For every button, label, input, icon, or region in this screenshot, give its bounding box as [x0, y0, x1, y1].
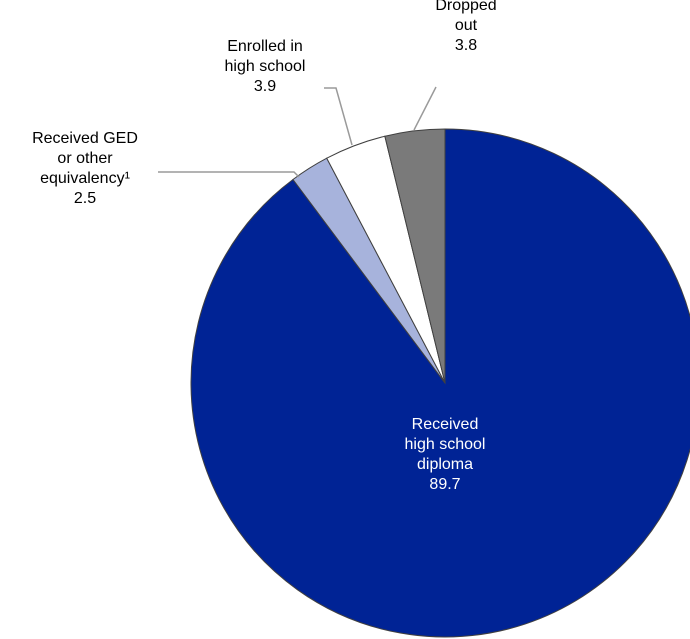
slice-value: 3.9	[254, 78, 276, 95]
slice-label-2: Received GED or other equivalency¹ 2.5	[32, 130, 138, 207]
slice-value: 89.7	[429, 476, 460, 493]
slice-value: 3.8	[455, 37, 477, 54]
slice-label-1: Received high school diploma 89.7	[405, 416, 486, 493]
slice-label-line: Dropped	[435, 0, 496, 14]
slice-label-4: Dropped out 3.8	[435, 0, 496, 54]
pie-slice-4	[384, 128, 446, 384]
leader-line-2	[158, 171, 300, 178]
slice-label-line: high school	[225, 58, 306, 75]
leader-line-3	[324, 87, 353, 146]
slice-label-line: high school	[405, 436, 486, 453]
slice-label-line: diploma	[417, 456, 473, 473]
leader-lines	[158, 86, 437, 178]
slice-labels: Received high school diploma 89.7 Received G…	[32, 0, 497, 493]
slice-value: 2.5	[74, 190, 96, 207]
slice-label-3: Enrolled in high school 3.9	[225, 38, 306, 95]
slice-label-line: Enrolled in	[227, 38, 303, 55]
slice-label-line: out	[455, 17, 478, 34]
slice-label-line: Received	[412, 416, 479, 433]
slice-label-line: or other	[57, 150, 113, 167]
slice-label-line: Received GED	[32, 130, 138, 147]
pie-slice-1	[190, 128, 690, 638]
pie-slices	[190, 128, 690, 638]
leader-line-4	[413, 86, 437, 131]
slice-label-line: equivalency¹	[40, 170, 130, 187]
